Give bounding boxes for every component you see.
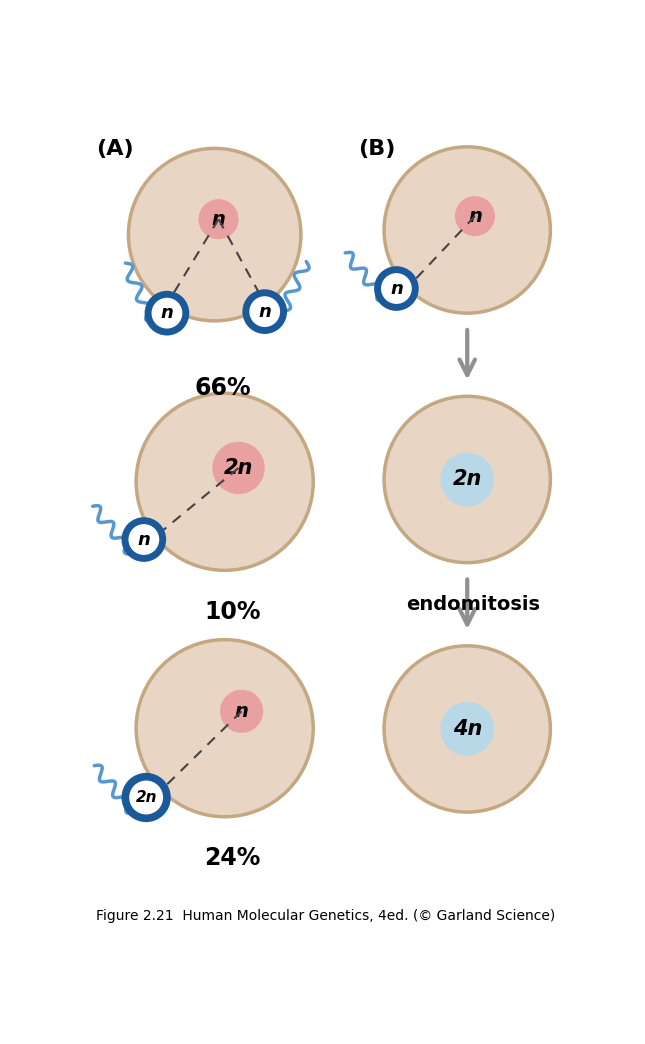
- Circle shape: [374, 266, 419, 311]
- Text: (A): (A): [96, 139, 134, 159]
- Circle shape: [381, 274, 412, 304]
- Circle shape: [128, 148, 301, 321]
- Circle shape: [441, 702, 494, 756]
- Circle shape: [121, 517, 166, 562]
- Text: n: n: [212, 210, 226, 229]
- Circle shape: [144, 291, 189, 335]
- Circle shape: [441, 452, 494, 506]
- Circle shape: [152, 298, 183, 329]
- Circle shape: [220, 690, 263, 733]
- Text: n: n: [468, 207, 482, 226]
- Circle shape: [212, 442, 264, 494]
- Text: 2n: 2n: [135, 790, 157, 805]
- Circle shape: [384, 646, 550, 812]
- Text: 2n: 2n: [224, 458, 253, 478]
- Text: n: n: [161, 304, 174, 323]
- Circle shape: [136, 394, 313, 570]
- Text: n: n: [137, 530, 150, 548]
- Circle shape: [129, 781, 163, 814]
- Text: n: n: [390, 280, 403, 298]
- Text: 2n: 2n: [453, 470, 482, 490]
- Circle shape: [250, 296, 280, 327]
- Circle shape: [199, 199, 239, 239]
- Circle shape: [384, 397, 550, 563]
- Circle shape: [243, 289, 287, 334]
- Circle shape: [455, 196, 495, 236]
- Circle shape: [384, 147, 550, 313]
- Circle shape: [121, 773, 171, 822]
- Text: n: n: [258, 303, 271, 321]
- Circle shape: [136, 640, 313, 816]
- Text: 10%: 10%: [204, 599, 261, 623]
- Text: 66%: 66%: [194, 376, 251, 400]
- Text: Figure 2.21  Human Molecular Genetics, 4ed. (© Garland Science): Figure 2.21 Human Molecular Genetics, 4e…: [96, 909, 555, 923]
- Text: n: n: [235, 702, 248, 720]
- Circle shape: [128, 524, 159, 555]
- Text: 24%: 24%: [204, 846, 261, 870]
- Text: endomitosis: endomitosis: [406, 595, 540, 614]
- Text: (B): (B): [358, 139, 395, 159]
- Text: 4n: 4n: [453, 719, 482, 739]
